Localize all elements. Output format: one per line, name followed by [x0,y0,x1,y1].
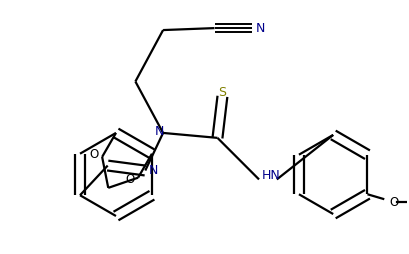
Text: N: N [155,125,164,138]
Text: N: N [256,22,265,35]
Text: O: O [126,173,135,186]
Text: O: O [90,148,99,162]
Text: O: O [389,196,398,209]
Text: HN: HN [262,169,281,182]
Text: S: S [218,86,227,100]
Text: N: N [149,164,159,177]
